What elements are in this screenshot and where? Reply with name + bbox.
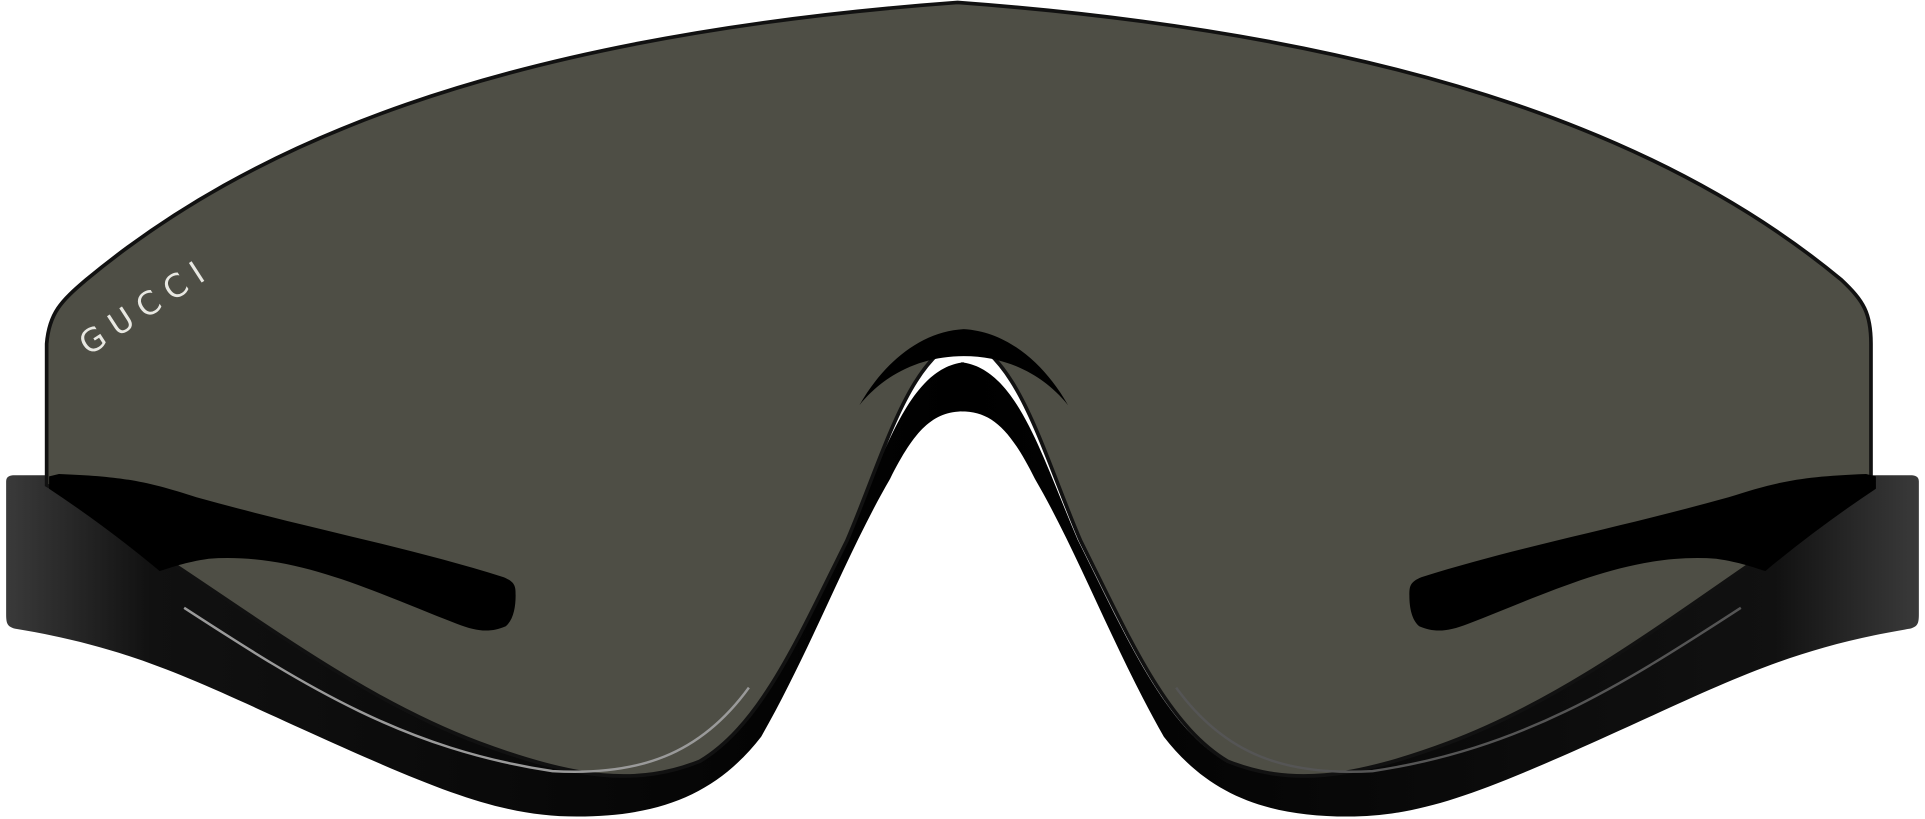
temple-arm-right bbox=[1409, 473, 1876, 631]
nose-bridge bbox=[859, 329, 1069, 406]
temple-arm-left bbox=[49, 473, 516, 631]
frame-left-band bbox=[6, 362, 964, 817]
highlight-left bbox=[183, 606, 750, 773]
frame bbox=[6, 362, 1919, 817]
highlight-right bbox=[1175, 606, 1742, 773]
frame-right-band bbox=[961, 362, 1919, 817]
